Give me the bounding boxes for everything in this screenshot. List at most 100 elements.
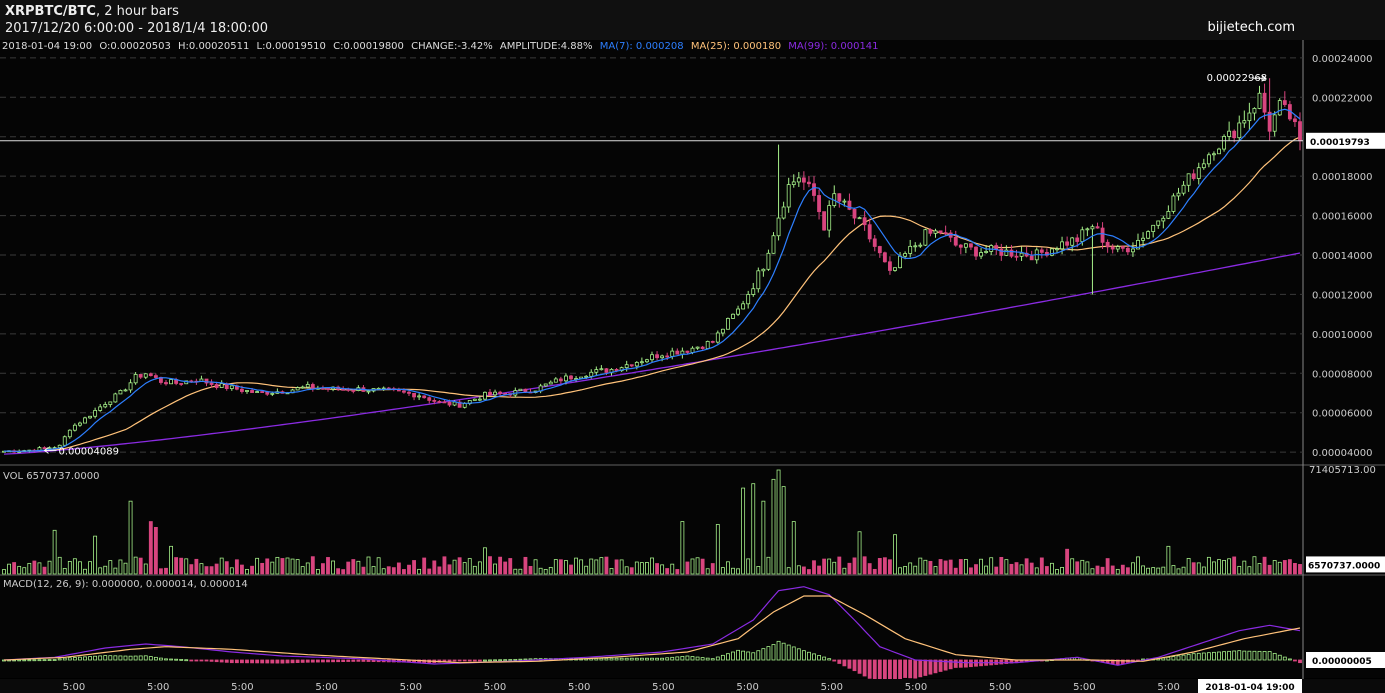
candle-body xyxy=(817,195,821,213)
volume-bar xyxy=(133,556,138,575)
price-tick-label: 0.00008000 xyxy=(1312,369,1372,380)
candle-body xyxy=(351,389,356,392)
volume-bar xyxy=(153,526,158,575)
candle-body xyxy=(1014,255,1019,258)
candle-body xyxy=(42,447,47,450)
macd-histogram-bar xyxy=(700,657,705,661)
macd-histogram-bar xyxy=(27,659,32,662)
volume-bar xyxy=(1161,566,1166,575)
candle-body xyxy=(650,354,654,361)
time-tick-label: 5:00 xyxy=(568,682,590,693)
current-price-label: 0.00019793 xyxy=(1310,138,1370,148)
volume-bar xyxy=(589,558,594,575)
macd-histogram-bar xyxy=(159,657,163,661)
volume-bar xyxy=(726,561,730,575)
volume-bar xyxy=(2,569,6,575)
volume-bar xyxy=(1186,558,1191,575)
candle-body xyxy=(219,383,224,388)
volume-current-box xyxy=(1306,556,1385,573)
volume-bar xyxy=(665,568,670,575)
volume-bar xyxy=(766,556,771,575)
volume-bar xyxy=(67,560,72,575)
volume-bar xyxy=(184,558,189,575)
macd-histogram-bar xyxy=(234,659,239,664)
ohlc-change: CHANGE:-3.42% xyxy=(411,41,493,52)
candle-body xyxy=(1065,241,1070,246)
volume-bar xyxy=(1070,558,1075,575)
macd-histogram-bar xyxy=(705,657,710,661)
volume-bar xyxy=(422,557,427,575)
volume-bar xyxy=(1206,556,1211,575)
candle-body xyxy=(138,374,143,378)
candle-body xyxy=(310,384,315,389)
volume-bar xyxy=(898,567,902,575)
candle-body xyxy=(300,386,305,389)
candle-body xyxy=(953,236,958,246)
candle-body xyxy=(1110,246,1115,250)
macd-histogram-bar xyxy=(710,658,715,661)
price-axis: 0.00004000 0.00006000 0.00008000 0.00010000… xyxy=(1312,54,1372,459)
candle-body xyxy=(852,208,857,219)
candle-body xyxy=(979,252,983,257)
candle-body xyxy=(1120,246,1125,249)
macd-histogram-bar xyxy=(209,659,214,662)
macd-histogram-bar xyxy=(1262,651,1267,661)
macd-panel: MACD(12, 26, 9): 0.000000, 0.000014, 0.0… xyxy=(2,579,1385,684)
candle-body xyxy=(143,373,148,378)
volume-bar xyxy=(1293,563,1297,575)
volume-bar xyxy=(1232,556,1237,575)
macd-histogram-bar xyxy=(118,655,123,661)
volume-bar xyxy=(12,562,17,575)
volume-bar xyxy=(209,566,214,575)
candle-body xyxy=(1004,249,1009,256)
volume-bar xyxy=(822,558,827,575)
macd-histogram-bar xyxy=(660,657,665,661)
macd-histogram-bar xyxy=(356,659,361,662)
volume-bar xyxy=(1181,566,1186,575)
volume-bar xyxy=(386,566,391,575)
macd-histogram-bar xyxy=(827,658,832,661)
candle-body xyxy=(1166,211,1171,219)
volume-bar xyxy=(402,569,406,575)
volume-bar xyxy=(1267,564,1272,575)
volume-bar xyxy=(245,568,249,575)
candle-body xyxy=(1151,224,1156,232)
candle-body xyxy=(685,350,690,353)
volume-bar xyxy=(695,557,700,575)
volume-bar xyxy=(169,545,173,575)
volume-bar xyxy=(584,565,589,575)
macd-histogram-bar xyxy=(842,659,847,667)
macd-histogram-bar xyxy=(999,659,1004,665)
candle-body xyxy=(1060,241,1064,250)
macd-histogram-bar xyxy=(169,658,173,661)
brand-label: bijietech.com xyxy=(1207,20,1295,35)
candle-body xyxy=(867,224,872,240)
macd-histogram-bar xyxy=(1237,650,1242,661)
volume-bar xyxy=(771,478,776,575)
volume-label: VOL 6570737.0000 xyxy=(3,471,99,482)
time-tick-label: 5:00 xyxy=(1157,682,1179,693)
macd-histogram-bar xyxy=(1212,651,1216,661)
ohlc-high: H:0.00020511 xyxy=(178,41,250,52)
candle-body xyxy=(62,436,67,446)
macd-histogram-bar xyxy=(503,659,508,662)
candle-body xyxy=(731,313,735,319)
candle-body xyxy=(1105,241,1110,248)
volume-bar xyxy=(376,557,381,575)
volume-bar xyxy=(32,560,37,575)
macd-histogram-bar xyxy=(260,659,265,664)
candle-body xyxy=(255,391,260,393)
volume-bar xyxy=(1065,548,1070,575)
candle-body xyxy=(720,328,725,334)
candle-body xyxy=(1206,154,1211,165)
volume-bar xyxy=(1247,566,1252,575)
volume-bar xyxy=(88,561,92,575)
volume-bar xyxy=(1055,569,1059,575)
macd-histogram-bar xyxy=(938,659,943,672)
volume-bar xyxy=(923,559,928,575)
candle-body xyxy=(882,252,887,263)
candle-body xyxy=(847,200,852,210)
macd-histogram-bar xyxy=(913,659,918,679)
volume-bar xyxy=(513,568,518,575)
macd-histogram-bar xyxy=(852,659,857,672)
